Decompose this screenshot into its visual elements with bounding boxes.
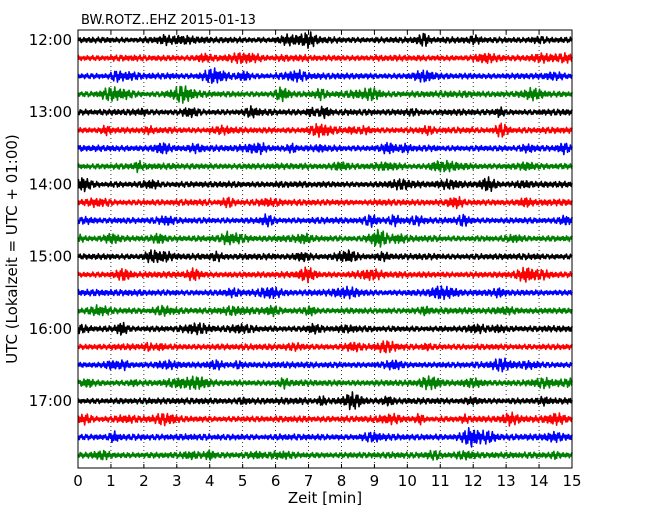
seismogram-trace — [77, 31, 573, 49]
y-tick-label: 14:00 — [29, 175, 72, 193]
seismogram-trace — [77, 159, 573, 174]
seismogram-trace — [77, 357, 573, 373]
seismogram-trace — [77, 449, 573, 461]
seismogram-trace — [77, 141, 573, 156]
x-tick-label: 3 — [172, 472, 182, 490]
x-tick-label: 5 — [238, 472, 248, 490]
x-tick-label: 9 — [370, 472, 380, 490]
seismogram-trace — [77, 304, 573, 318]
seismogram-trace — [77, 228, 573, 248]
seismogram-trace — [77, 375, 573, 391]
y-tick-label: 16:00 — [29, 320, 72, 338]
x-tick-label: 10 — [398, 472, 417, 490]
x-tick-label: 4 — [205, 472, 215, 490]
seismogram-trace — [77, 321, 573, 336]
x-tick-label: 11 — [431, 472, 450, 490]
seismogram-trace — [77, 67, 573, 84]
y-tick-label: 17:00 — [29, 392, 72, 410]
seismogram-trace — [77, 391, 573, 411]
y-axis-label: UTC (Lokalzeit = UTC + 01:00) — [3, 134, 21, 364]
y-tick-label: 15:00 — [29, 248, 72, 266]
x-tick-label: 12 — [464, 472, 483, 490]
y-tick-label: 13:00 — [29, 103, 72, 121]
plot-frame — [77, 29, 573, 469]
seismogram-trace — [77, 176, 573, 193]
x-axis-ticks: 0 1 2 3 4 5 6 7 8 9 10 11 12 13 14 15 — [73, 30, 582, 490]
x-tick-label: 13 — [497, 472, 516, 490]
seismogram-trace — [77, 85, 573, 104]
seismogram-trace — [77, 249, 573, 264]
seismogram-traces — [77, 31, 573, 461]
x-axis-label: Zeit [min] — [288, 489, 362, 507]
x-tick-label: 15 — [562, 472, 581, 490]
seismogram-trace — [77, 105, 573, 120]
chart-title: BW.ROTZ..EHZ 2015-01-13 — [81, 13, 256, 28]
seismogram-trace — [77, 411, 573, 427]
x-tick-label: 0 — [73, 472, 83, 490]
seismogram-trace — [77, 196, 573, 210]
x-tick-label: 8 — [337, 472, 347, 490]
seismogram-trace — [77, 285, 573, 301]
seismogram-trace — [77, 52, 573, 65]
seismogram-trace — [77, 266, 573, 284]
x-tick-label: 6 — [271, 472, 281, 490]
x-tick-label: 2 — [139, 472, 149, 490]
x-tick-label: 14 — [530, 472, 549, 490]
y-axis-ticks: 12:00 13:00 14:00 15:00 16:00 17:00 — [29, 31, 572, 410]
x-tick-label: 7 — [304, 472, 314, 490]
plot-area — [78, 30, 572, 468]
seismogram-trace — [77, 340, 573, 354]
x-tick-label: 1 — [106, 472, 116, 490]
seismogram-trace — [77, 122, 573, 138]
seismogram-trace — [77, 427, 573, 448]
seismogram-trace — [77, 213, 573, 228]
y-tick-label: 12:00 — [29, 31, 72, 49]
